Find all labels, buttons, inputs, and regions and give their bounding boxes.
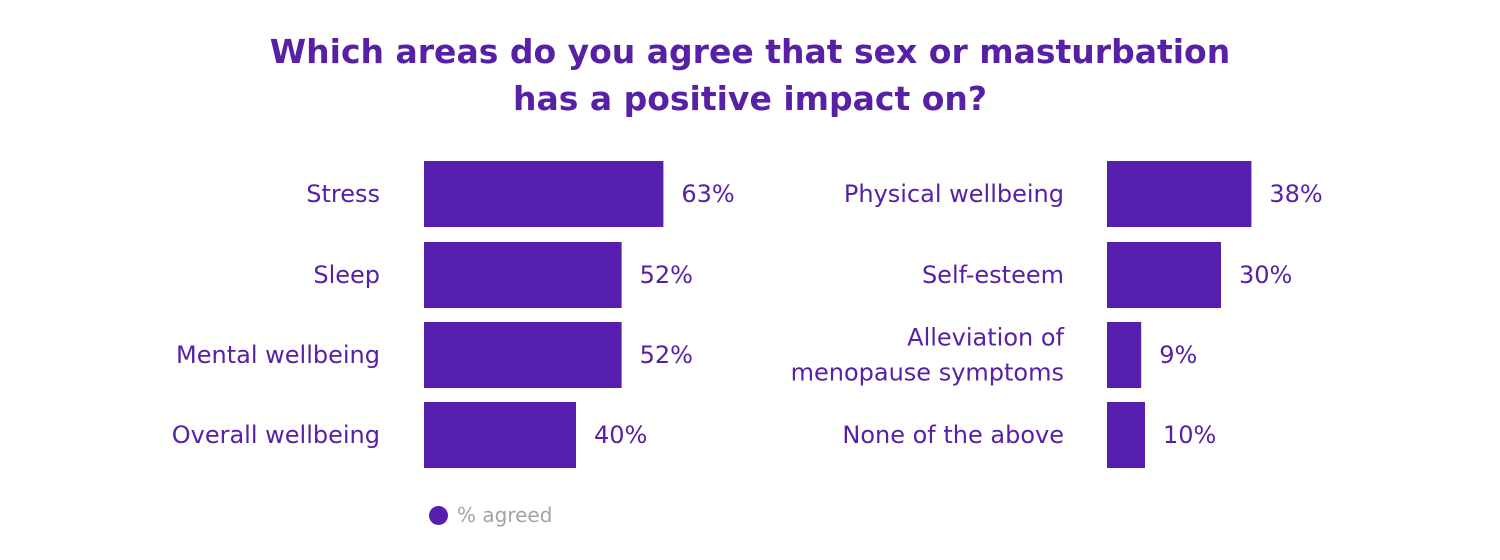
- data-label: 40%: [594, 421, 647, 449]
- data-label: 63%: [681, 180, 734, 208]
- category-label-line: Alleviation of: [907, 324, 1064, 352]
- category-label: Stress: [306, 180, 380, 208]
- category-label-line: Self-esteem: [922, 261, 1064, 289]
- category-label: Alleviation of menopause symptoms: [791, 324, 1065, 387]
- chart-title: Which areas do you agree that sex or mas…: [0, 28, 1500, 122]
- category-label-line: Overall wellbeing: [172, 421, 380, 449]
- bar: [1107, 161, 1252, 227]
- legend-swatch: [429, 505, 448, 525]
- category-label: Sleep: [313, 261, 380, 289]
- category-label-line: Sleep: [313, 261, 380, 289]
- category-label: Mental wellbeing: [176, 341, 380, 369]
- chart-panel-2: 38% Physical wellbeing 30% Self-esteem 9% All…: [791, 161, 1323, 468]
- data-label: 30%: [1239, 261, 1292, 289]
- category-label: Physical wellbeing: [844, 180, 1064, 208]
- bar: [1107, 402, 1145, 468]
- category-label-line: Stress: [306, 180, 380, 208]
- legend: % agreed: [429, 503, 552, 527]
- legend-label: % agreed: [457, 503, 553, 527]
- bar: [424, 161, 664, 227]
- bar: [424, 402, 576, 468]
- bar: [1107, 322, 1142, 388]
- data-label: 52%: [640, 341, 693, 369]
- bar: [424, 322, 622, 388]
- category-label-line: None of the above: [842, 421, 1064, 449]
- data-label: 38%: [1269, 180, 1322, 208]
- category-label-line: Physical wellbeing: [844, 180, 1064, 208]
- category-label-line: Mental wellbeing: [176, 341, 380, 369]
- data-label: 52%: [640, 261, 693, 289]
- data-label: 9%: [1159, 341, 1197, 369]
- bar: [1107, 242, 1221, 308]
- category-label-line: menopause symptoms: [791, 359, 1064, 387]
- chart-title-line-1: Which areas do you agree that sex or mas…: [269, 32, 1231, 71]
- bar: [424, 242, 622, 308]
- chart-title-line-2: has a positive impact on?: [512, 79, 988, 118]
- data-label: 10%: [1163, 421, 1216, 449]
- category-label: None of the above: [842, 421, 1064, 449]
- category-label: Self-esteem: [922, 261, 1064, 289]
- chart-panel-1: 63% Stress 52% Sleep 52% Mental wellbeing 40% O…: [172, 161, 735, 468]
- category-label: Overall wellbeing: [172, 421, 380, 449]
